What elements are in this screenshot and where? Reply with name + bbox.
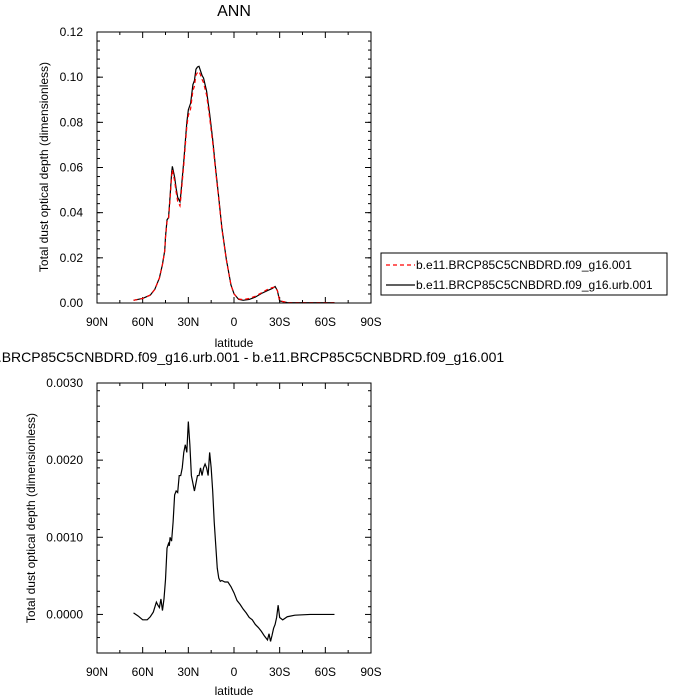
legend-label-base: b.e11.BRCP85C5CNBDRD.f09_g16.001 [416, 258, 632, 272]
top-chart-ytick-label: 0.04 [60, 206, 84, 220]
bottom-chart-xtick-label: 60S [315, 665, 336, 679]
bottom-chart-xlabel: latitude [215, 684, 254, 698]
bottom-chart-xtick-label: 90N [86, 665, 108, 679]
top-chart-xtick-label: 30S [269, 315, 290, 329]
bottom-chart-series [133, 421, 335, 642]
bottom-chart-series-line-0 [133, 421, 335, 642]
top-chart-ylabel: Total dust optical depth (dimensionless) [37, 62, 51, 272]
bottom-chart-ytick-label: 0.0010 [46, 530, 83, 544]
bottom-chart-xtick-label: 0 [231, 665, 238, 679]
top-chart-xtick-label: 60S [315, 315, 336, 329]
top-chart-ytick-label: 0.02 [60, 251, 84, 265]
legend-label-urb: b.e11.BRCP85C5CNBDRD.f09_g16.urb.001 [416, 278, 653, 292]
top-chart-xtick-label: 0 [231, 315, 238, 329]
bottom-chart-frame [96, 382, 372, 654]
top-chart-xtick-label: 60N [132, 315, 154, 329]
top-chart: ANN 90N 60N 30N 0 30S 60S 90S 0.00 0.02 0.04 0.06 0… [37, 3, 382, 350]
top-chart-ytick-label: 0.10 [60, 70, 84, 84]
top-chart-xtick-label: 90S [360, 315, 381, 329]
top-chart-title: ANN [217, 3, 251, 20]
bottom-chart-ytick-label: 0.0020 [46, 453, 83, 467]
bottom-chart-xtick-label: 30N [177, 665, 199, 679]
top-chart-ytick-label: 0.00 [60, 296, 84, 310]
top-chart-ytick-label: 0.06 [60, 161, 84, 175]
bottom-chart: b.e11.BRCP85C5CNBDRD.f09_g16.urb.001 - b… [0, 349, 504, 698]
top-chart-xtick-label: 90N [86, 315, 108, 329]
bottom-chart-xtick-label: 30S [269, 665, 290, 679]
top-chart-series-line-0 [133, 65, 335, 304]
bottom-chart-ytick-label: 0.0000 [46, 607, 83, 621]
bottom-chart-xtick-label: 60N [132, 665, 154, 679]
top-chart-ytick-label: 0.12 [60, 25, 84, 39]
top-chart-ticks: 90N 60N 30N 0 30S 60S 90S 0.00 0.02 0.04 0.06 0.08 0… [60, 25, 382, 329]
bottom-chart-ylabel: Total dust optical depth (dimensionless) [24, 413, 38, 623]
legend: b.e11.BRCP85C5CNBDRD.f09_g16.001 b.e11.B… [380, 252, 668, 296]
bottom-chart-title: b.e11.BRCP85C5CNBDRD.f09_g16.urb.001 - b… [0, 349, 504, 365]
top-chart-series [133, 65, 335, 304]
legend-box [380, 252, 668, 296]
top-chart-ytick-label: 0.08 [60, 115, 84, 129]
top-chart-series-line-1 [133, 70, 335, 304]
bottom-chart-xtick-label: 90S [360, 665, 381, 679]
top-chart-xtick-label: 30N [177, 315, 199, 329]
bottom-chart-ytick-label: 0.0030 [46, 376, 83, 390]
top-chart-frame [96, 31, 372, 304]
top-chart-xlabel: latitude [215, 336, 254, 350]
bottom-chart-ticks: 90N 60N 30N 0 30S 60S 90S 0.0000 0.0010 0.0020 0.0… [46, 376, 381, 679]
